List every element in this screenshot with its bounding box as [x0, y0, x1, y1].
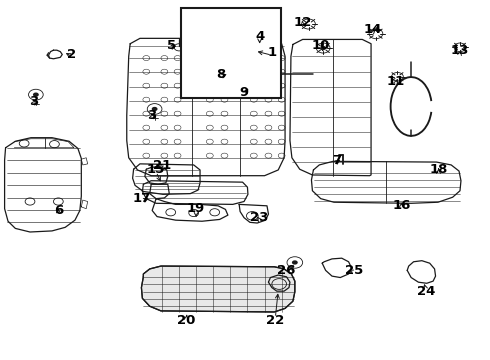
Text: 25: 25: [345, 264, 364, 277]
Text: 26: 26: [277, 264, 295, 277]
Text: 6: 6: [54, 204, 63, 217]
Text: 4: 4: [255, 30, 264, 43]
Text: 8: 8: [216, 68, 225, 81]
Text: 22: 22: [266, 314, 284, 327]
Text: 23: 23: [250, 211, 269, 224]
Text: 10: 10: [312, 39, 330, 52]
Text: 3: 3: [29, 95, 39, 108]
Circle shape: [152, 107, 158, 111]
Polygon shape: [142, 266, 295, 312]
Text: 5: 5: [167, 39, 176, 52]
Text: 20: 20: [177, 314, 196, 327]
Circle shape: [33, 93, 39, 97]
Text: 3: 3: [147, 109, 157, 122]
Text: 21: 21: [153, 159, 171, 172]
Text: 18: 18: [429, 163, 448, 176]
Text: 9: 9: [240, 86, 248, 99]
Text: 24: 24: [416, 285, 435, 298]
Text: 19: 19: [187, 202, 205, 215]
Text: 12: 12: [294, 16, 312, 29]
Text: 1: 1: [268, 46, 276, 59]
Text: 14: 14: [364, 23, 382, 36]
Text: 13: 13: [451, 44, 469, 57]
Text: 7: 7: [332, 154, 342, 167]
Circle shape: [320, 46, 326, 50]
Text: 16: 16: [392, 199, 411, 212]
Bar: [180, 8, 281, 98]
Text: 2: 2: [67, 48, 76, 61]
Text: 11: 11: [387, 75, 405, 88]
Circle shape: [292, 260, 298, 265]
Text: 15: 15: [147, 163, 165, 176]
Text: 17: 17: [132, 192, 150, 205]
